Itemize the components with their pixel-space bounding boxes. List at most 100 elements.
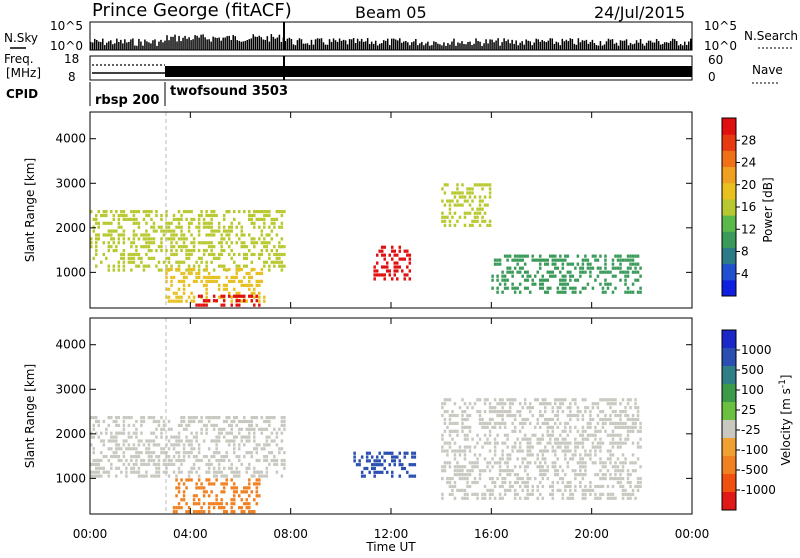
echo-cell	[185, 217, 188, 221]
echo-cell	[393, 459, 397, 463]
echo-cell	[130, 447, 133, 451]
echo-cell	[526, 406, 529, 410]
echo-cell	[616, 445, 620, 449]
echo-cell	[243, 486, 246, 490]
echo-cell	[215, 502, 218, 506]
echo-cell	[175, 439, 178, 443]
noise-mark	[370, 41, 373, 50]
echo-cell	[466, 473, 469, 477]
echo-cell	[591, 266, 595, 270]
echo-cell	[273, 225, 276, 229]
echo-cell	[212, 233, 216, 237]
echo-cell	[506, 457, 509, 461]
echo-cell	[541, 437, 544, 441]
echo-cell	[162, 229, 166, 233]
noise-mark	[318, 38, 321, 50]
echo-cell	[182, 494, 186, 498]
echo-cell	[230, 506, 233, 510]
echo-cell	[536, 258, 539, 262]
freq-unit: [MHz]	[6, 66, 41, 80]
echo-cell	[240, 225, 243, 229]
echo-cell	[182, 443, 186, 447]
echo-cell	[185, 248, 188, 253]
echo-cell	[145, 233, 148, 237]
echo-cell	[147, 447, 151, 451]
echo-cell	[190, 217, 193, 221]
colorbar-tick-label: 1000	[741, 343, 772, 357]
echo-cell	[391, 455, 394, 459]
echo-cell	[544, 457, 547, 461]
echo-cell	[115, 245, 118, 249]
echo-cell	[629, 266, 632, 270]
noise-mark	[527, 40, 529, 50]
echo-cell	[506, 270, 509, 274]
echo-cell	[110, 210, 113, 214]
echo-cell	[569, 457, 572, 461]
echo-cell	[596, 484, 600, 489]
echo-cell	[132, 210, 136, 214]
echo-cell	[248, 439, 251, 443]
echo-cell	[639, 476, 642, 481]
echo-cell	[165, 221, 168, 225]
echo-cell	[596, 496, 600, 500]
echo-cell	[380, 463, 384, 467]
echo-cell	[205, 225, 208, 229]
noise-mark	[643, 45, 646, 50]
echo-cell	[503, 469, 507, 473]
echo-cell	[448, 492, 452, 496]
echo-cell	[478, 437, 482, 441]
echo-cell	[97, 423, 101, 427]
echo-cell	[258, 458, 261, 463]
echo-cell	[105, 454, 108, 459]
echo-cell	[120, 447, 123, 451]
echo-cell	[105, 213, 108, 218]
echo-cell	[531, 258, 534, 262]
echo-cell	[225, 474, 228, 478]
echo-cell	[531, 278, 534, 282]
y-tick-label: 1000	[55, 471, 86, 485]
echo-cell	[207, 225, 211, 229]
noise-mark	[354, 42, 357, 50]
echo-cell	[365, 466, 369, 471]
echo-cell	[270, 248, 274, 253]
echo-cell	[248, 275, 251, 280]
echo-cell	[250, 291, 254, 295]
echo-cell	[210, 439, 213, 443]
noise-mark	[292, 44, 295, 50]
echo-cell	[127, 416, 131, 420]
echo-cell	[466, 417, 469, 422]
noise-mark	[322, 42, 325, 50]
echo-cell	[102, 213, 106, 218]
echo-cell	[157, 458, 161, 463]
noise-left-tick-high: 10^5	[50, 19, 83, 33]
echo-cell	[544, 421, 547, 426]
echo-cell	[137, 256, 141, 260]
echo-cell	[594, 492, 597, 496]
echo-cell	[498, 469, 502, 473]
echo-cell	[202, 486, 206, 490]
echo-cell	[556, 417, 560, 422]
echo-cell	[187, 506, 191, 510]
echo-cell	[488, 219, 492, 223]
echo-cell	[255, 241, 259, 245]
echo-cell	[265, 210, 269, 214]
echo-cell	[167, 454, 171, 459]
echo-cell	[559, 488, 562, 493]
echo-cell	[518, 254, 522, 258]
echo-cell	[508, 484, 512, 489]
echo-cell	[220, 454, 223, 459]
echo-cell	[616, 465, 620, 469]
echo-cell	[526, 461, 529, 465]
echo-cell	[192, 447, 196, 451]
echo-cell	[227, 294, 231, 298]
echo-cell	[205, 291, 208, 295]
noise-mark	[629, 42, 632, 50]
echo-cell	[117, 237, 121, 241]
echo-cell	[258, 470, 261, 474]
echo-cell	[634, 278, 637, 282]
echo-cell	[255, 494, 259, 498]
echo-cell	[584, 270, 587, 274]
echo-cell	[458, 469, 462, 473]
echo-cell	[150, 451, 153, 455]
